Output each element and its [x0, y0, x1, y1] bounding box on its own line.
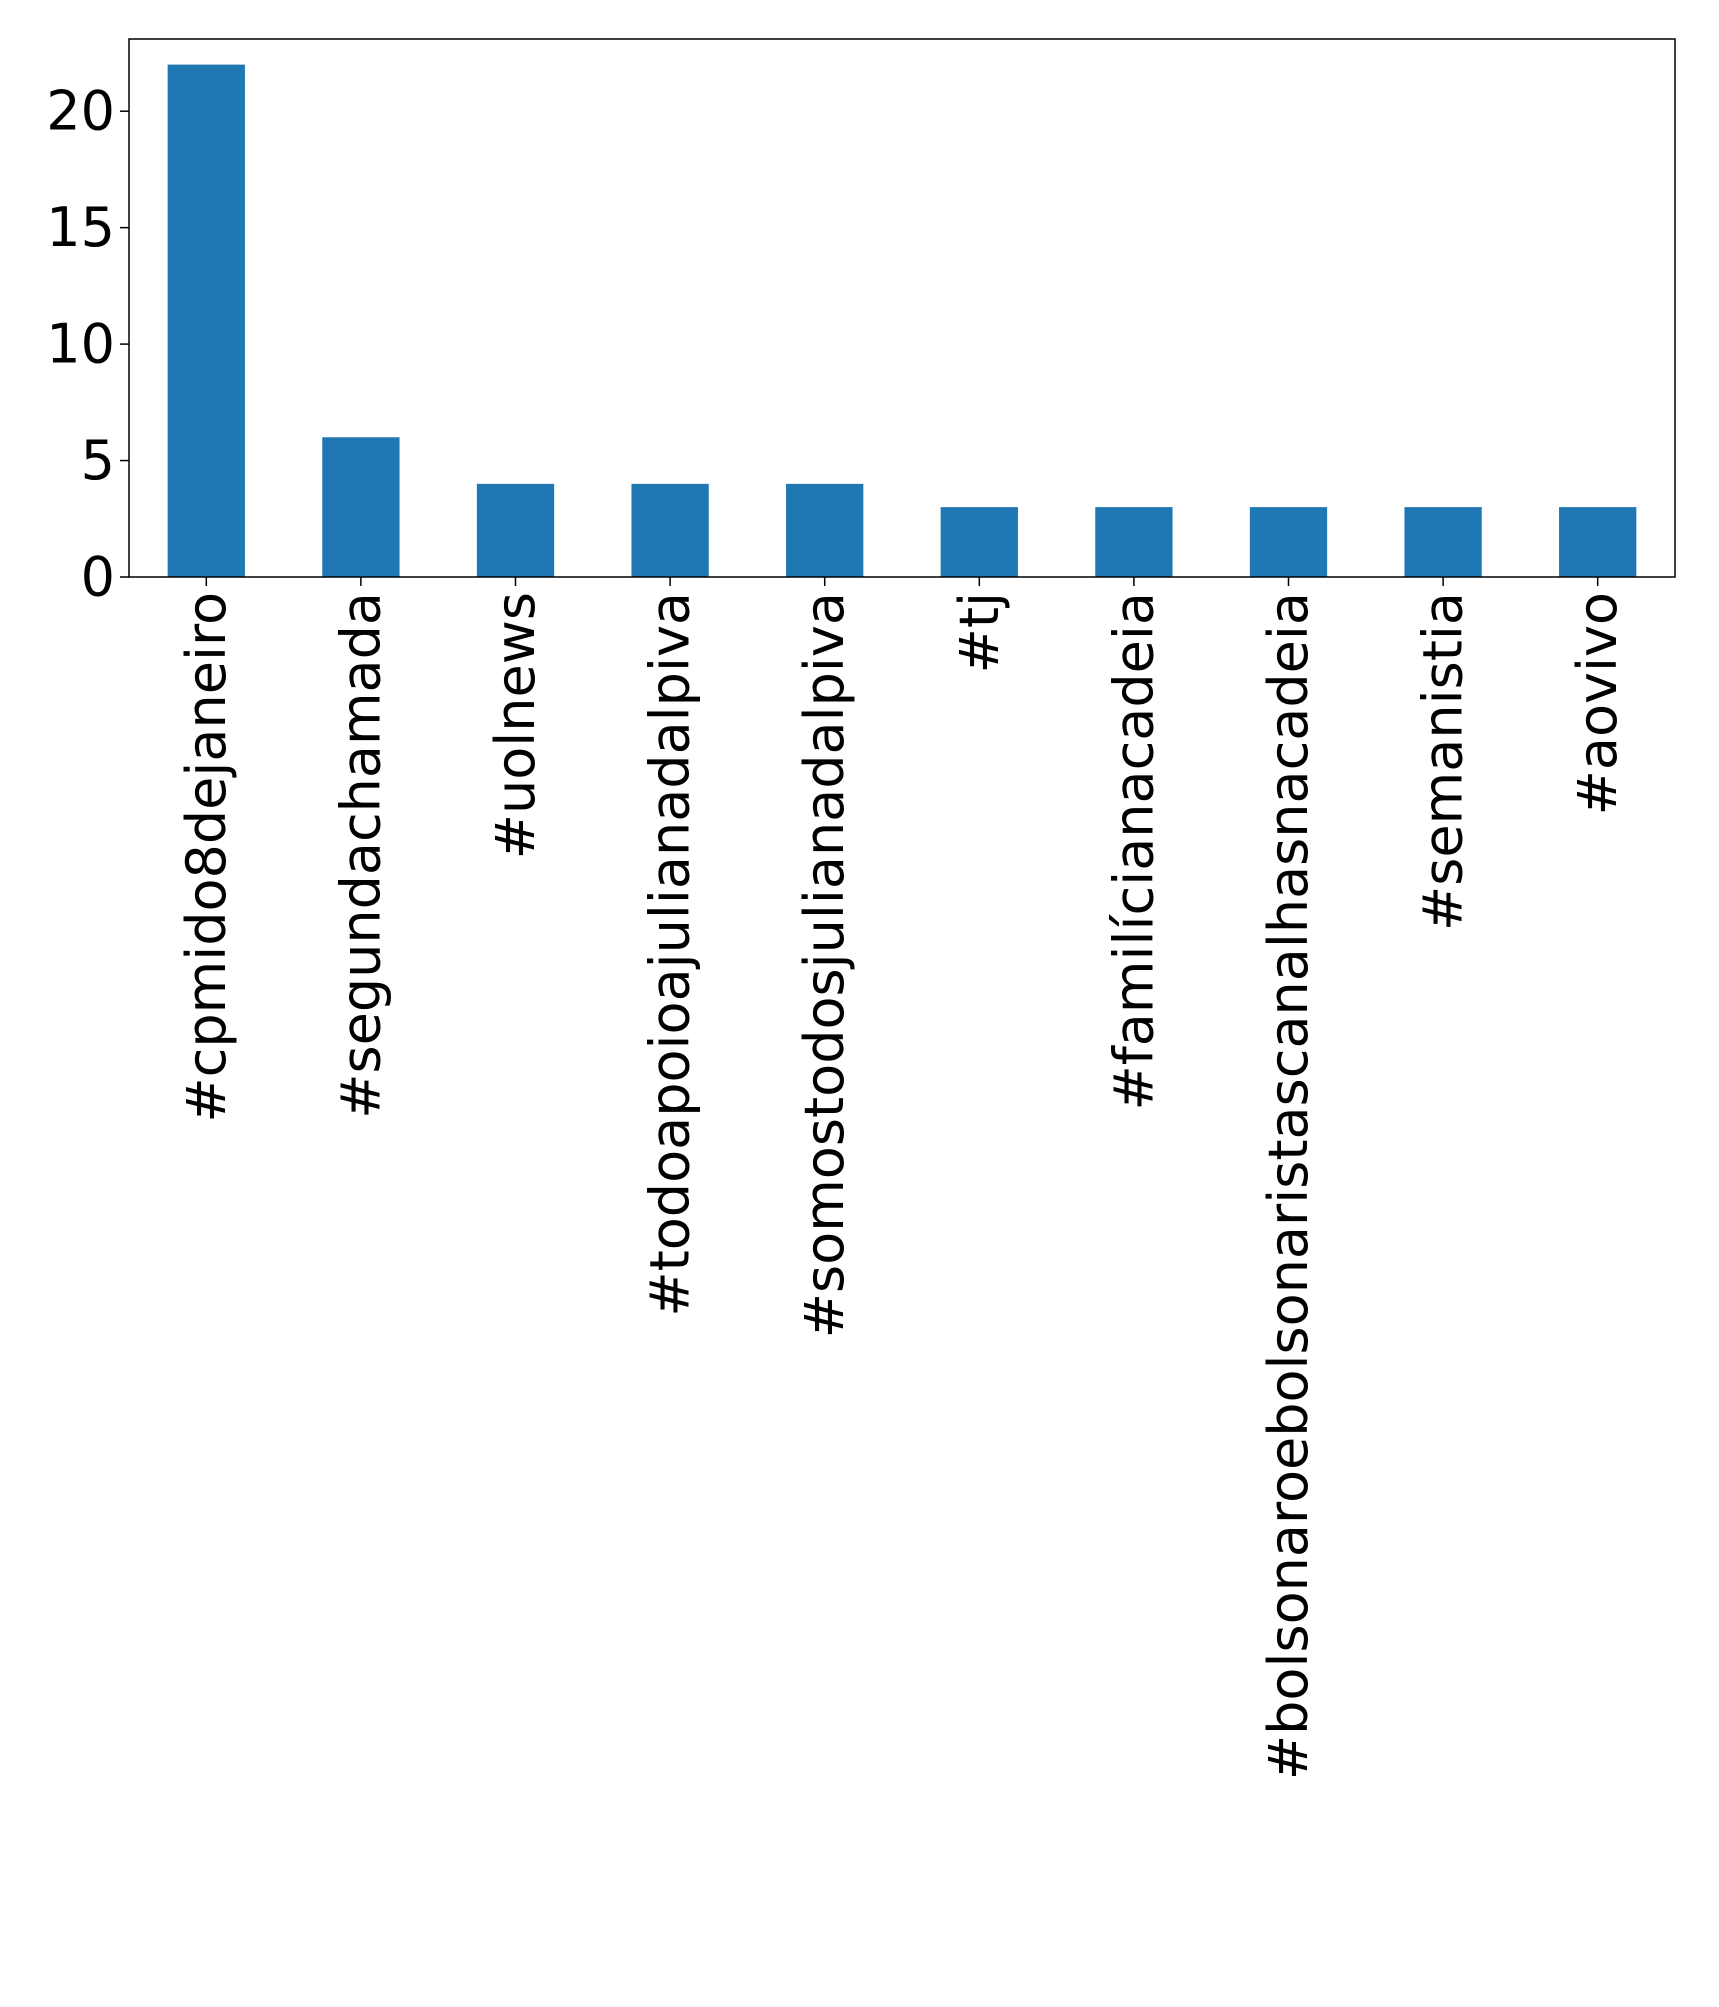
bar: [786, 483, 864, 577]
y-tick-label: 0: [81, 546, 115, 609]
y-axis: 0 5 10 15 20: [46, 80, 129, 609]
x-tick-label: #todoapoioajulianadalpiva: [639, 592, 702, 1317]
bar: [167, 64, 245, 578]
x-axis: #cpmido8dejaneiro #segundachamada #uolnews…: [175, 577, 1629, 1780]
y-tick-label: 20: [46, 80, 115, 143]
x-tick-label: #segundachamada: [329, 592, 392, 1119]
x-tick-label: #cpmido8dejaneiro: [175, 592, 238, 1123]
bar: [940, 507, 1018, 577]
bar: [1559, 507, 1637, 577]
y-tick-label: 15: [46, 196, 115, 259]
y-tick-label: 5: [81, 429, 115, 492]
x-tick-label: #tj: [948, 592, 1011, 673]
bar: [476, 483, 555, 577]
bar: [1249, 507, 1328, 577]
bar: [631, 483, 709, 577]
bar: [322, 437, 400, 577]
x-tick-label: #semanistia: [1412, 592, 1475, 931]
x-tick-label: #uolnews: [484, 592, 547, 859]
bar: [1095, 507, 1173, 577]
x-tick-label: #bolsonaroebolsonaristascanalhasnacadeia: [1257, 592, 1320, 1780]
x-tick-label: #somostodosjulianadalpiva: [793, 592, 856, 1338]
plot-frame: [128, 38, 1676, 578]
x-tick-label: #aovivo: [1566, 592, 1629, 815]
y-tick-label: 10: [46, 313, 115, 376]
x-tick-label: #familícianacadeia: [1102, 592, 1165, 1110]
bar-group: [167, 64, 1637, 578]
bar: [1404, 507, 1482, 577]
